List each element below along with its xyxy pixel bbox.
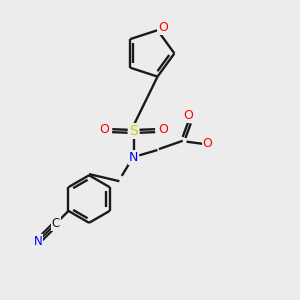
Text: N: N [34,235,43,248]
Text: O: O [99,123,109,136]
Text: O: O [184,109,194,122]
Text: S: S [129,124,138,138]
Text: C: C [52,217,60,230]
Text: N: N [129,151,138,164]
Text: O: O [158,21,168,34]
Text: O: O [203,137,213,150]
Text: O: O [158,123,168,136]
